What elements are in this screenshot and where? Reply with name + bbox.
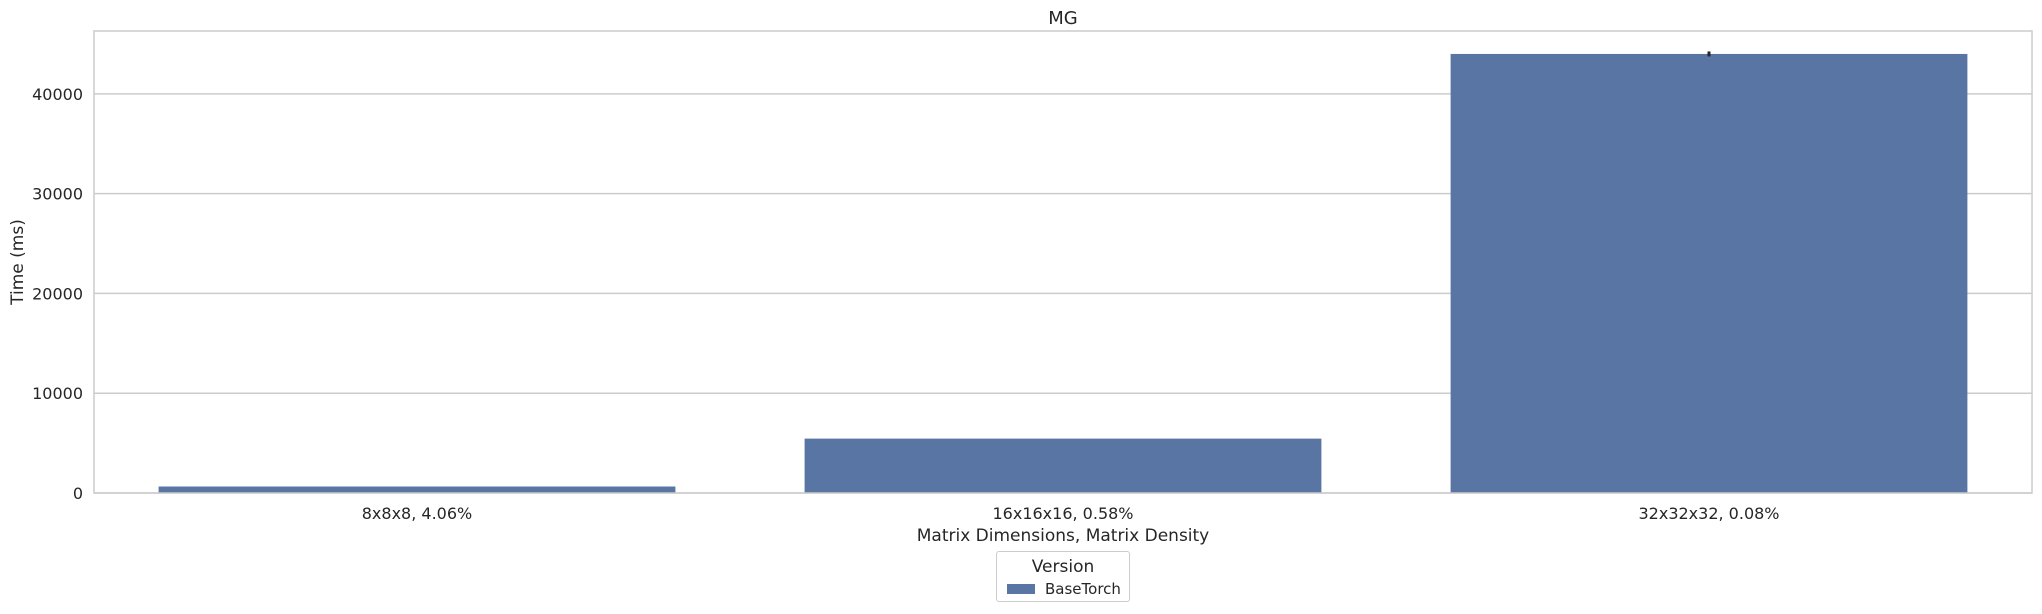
x-tick-label: 32x32x32, 0.08% (1638, 504, 1779, 523)
bars (158, 53, 1968, 494)
chart-title: MG (1048, 8, 1077, 29)
bar (1450, 53, 1968, 494)
y-tick-label: 0 (73, 484, 83, 503)
plot-frame (93, 30, 2033, 494)
y-axis-ticks: 0 10000 20000 30000 40000 (32, 85, 83, 503)
bar (158, 486, 676, 493)
x-axis-label: Matrix Dimensions, Matrix Density (917, 526, 1210, 546)
legend: Version BaseTorch (996, 551, 1130, 602)
y-tick-label: 20000 (32, 284, 83, 303)
legend-item-basetorch: BaseTorch (1007, 580, 1121, 598)
legend-swatch (1007, 584, 1035, 594)
x-tick-label: 16x16x16, 0.58% (992, 504, 1133, 523)
y-tick-label: 10000 (32, 384, 83, 403)
legend-title: Version (1031, 557, 1095, 577)
y-tick-label: 40000 (32, 85, 83, 104)
legend-label: BaseTorch (1045, 580, 1121, 598)
bar (804, 438, 1322, 493)
x-axis-ticks: 8x8x8, 4.06% 16x16x16, 0.58% 32x32x32, 0.0… (362, 504, 1780, 523)
x-tick-label: 8x8x8, 4.06% (362, 504, 472, 523)
y-tick-label: 30000 (32, 185, 83, 204)
y-axis-label: Time (ms) (8, 219, 28, 306)
